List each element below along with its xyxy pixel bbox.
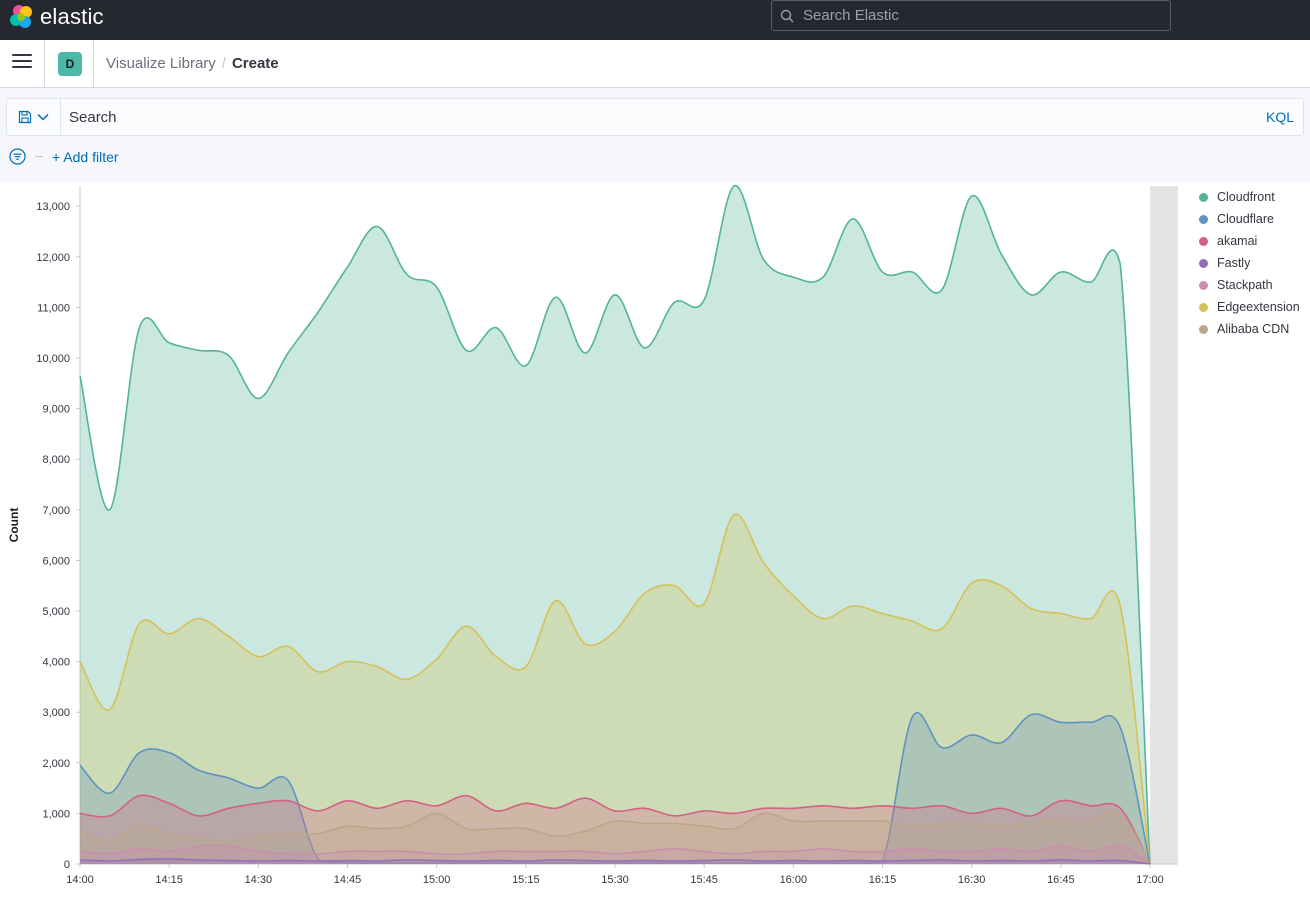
y-tick-label: 1,000 (42, 808, 70, 820)
menu-toggle-button[interactable] (12, 54, 32, 74)
y-tick-label: 3,000 (42, 707, 70, 719)
legend-color-dot (1199, 214, 1208, 224)
x-tick-label: 16:00 (780, 874, 808, 886)
header-divider (93, 40, 94, 87)
hamburger-icon-line (12, 66, 32, 68)
app-header: D Visualize Library / Create (0, 40, 1310, 88)
logo-text: elastic (40, 4, 104, 29)
x-tick-label: 16:45 (1047, 874, 1075, 886)
legend-color-dot (1199, 280, 1208, 290)
chevron-down-icon (37, 113, 49, 121)
chart-legend: Cloudfront Cloudflare akamai Fastly Stackpat… (1199, 186, 1300, 340)
series-area-akamai (80, 795, 1150, 864)
y-tick-label: 2,000 (42, 758, 70, 770)
filter-bar: + Add filter (9, 148, 119, 165)
series-area-stackpath (80, 845, 1150, 864)
space-selector-avatar[interactable]: D (58, 52, 82, 76)
series-line-alibaba-cdn (79, 810, 1151, 865)
legend-label: Edgeextension (1217, 300, 1300, 314)
series-line-cloudflare (79, 712, 1151, 865)
y-tick-label: 0 (64, 859, 70, 871)
save-icon (18, 110, 32, 124)
x-tick-label: 17:00 (1136, 874, 1164, 886)
query-search-input[interactable] (61, 108, 1266, 126)
legend-item[interactable]: Edgeextension (1199, 296, 1300, 318)
query-bar: KQL (6, 98, 1304, 136)
global-search[interactable] (771, 0, 1171, 31)
series-area-cloudfront (80, 185, 1150, 865)
breadcrumb-visualize-library[interactable]: Visualize Library (106, 55, 216, 72)
y-tick-label: 13,000 (36, 201, 70, 213)
series-line-stackpath (79, 844, 1151, 865)
breadcrumb: Visualize Library / Create (106, 55, 279, 72)
series-line-fastly (79, 858, 1151, 865)
y-tick-label: 8,000 (42, 454, 70, 466)
x-tick-label: 15:45 (690, 874, 718, 886)
hamburger-icon-line (12, 60, 32, 62)
legend-item[interactable]: Stackpath (1199, 274, 1300, 296)
legend-label: Stackpath (1217, 278, 1273, 292)
y-tick-label: 9,000 (42, 404, 70, 416)
breadcrumb-create: Create (231, 55, 279, 72)
x-tick-label: 15:00 (423, 874, 451, 886)
legend-label: Fastly (1217, 256, 1251, 270)
saved-query-button[interactable] (7, 99, 61, 135)
y-tick-label: 12,000 (36, 252, 70, 264)
x-tick-label: 14:15 (155, 874, 183, 886)
legend-color-dot (1199, 324, 1208, 334)
breadcrumb-separator: / (221, 55, 226, 72)
legend-label: Cloudflare (1217, 212, 1274, 226)
filter-divider (35, 156, 43, 157)
series-line-edgeextension (79, 513, 1151, 865)
legend-item[interactable]: Alibaba CDN (1199, 318, 1300, 340)
y-tick-label: 10,000 (36, 353, 70, 365)
x-tick-label: 15:30 (601, 874, 629, 886)
header-divider (44, 40, 45, 87)
legend-color-dot (1199, 258, 1208, 268)
legend-item[interactable]: akamai (1199, 230, 1300, 252)
series-line-cloudfront (79, 185, 1151, 865)
elastic-logo[interactable]: elastic (10, 4, 104, 30)
x-tick-label: 16:15 (869, 874, 897, 886)
area-chart: 0 1,000 2,000 3,000 4,000 5,000 6,000 7,000 8,00… (7, 185, 1178, 886)
legend-item[interactable]: Fastly (1199, 252, 1300, 274)
legend-label: Cloudfront (1217, 190, 1275, 204)
legend-label: akamai (1217, 234, 1258, 248)
query-language-button[interactable]: KQL (1265, 109, 1294, 125)
y-tick-label: 11,000 (37, 302, 70, 314)
legend-color-dot (1199, 192, 1208, 202)
hamburger-icon-line (12, 54, 32, 56)
filter-options-icon[interactable] (9, 148, 26, 165)
search-icon (780, 9, 794, 22)
global-search-input[interactable] (803, 7, 1143, 24)
y-tick-label: 4,000 (42, 657, 70, 669)
y-tick-label: 6,000 (42, 555, 70, 567)
elastic-logo-icon (10, 5, 32, 28)
query-bar-area: KQL + Add filter (0, 89, 1310, 182)
x-tick-label: 16:30 (958, 874, 986, 886)
legend-item[interactable]: Cloudflare (1199, 208, 1300, 230)
y-tick-label: 5,000 (42, 606, 70, 618)
legend-label: Alibaba CDN (1217, 322, 1290, 336)
series-area-edgeextension (80, 514, 1150, 864)
y-axis-title: Count (7, 508, 21, 543)
x-tick-label: 14:00 (66, 874, 94, 886)
out-of-range-band (1150, 186, 1178, 864)
legend-item[interactable]: Cloudfront (1199, 186, 1300, 208)
x-tick-label: 14:30 (245, 874, 273, 886)
series-line-akamai (79, 794, 1151, 865)
legend-color-dot (1199, 302, 1208, 312)
add-filter-button[interactable]: + Add filter (52, 148, 119, 165)
y-tick-label: 7,000 (42, 505, 70, 517)
legend-color-dot (1199, 236, 1208, 246)
x-tick-label: 15:15 (512, 874, 540, 886)
x-tick-label: 14:45 (334, 874, 362, 886)
chart-panel: 0 1,000 2,000 3,000 4,000 5,000 6,000 7,000 8,00… (0, 182, 1310, 898)
global-header: elastic (0, 0, 1310, 40)
